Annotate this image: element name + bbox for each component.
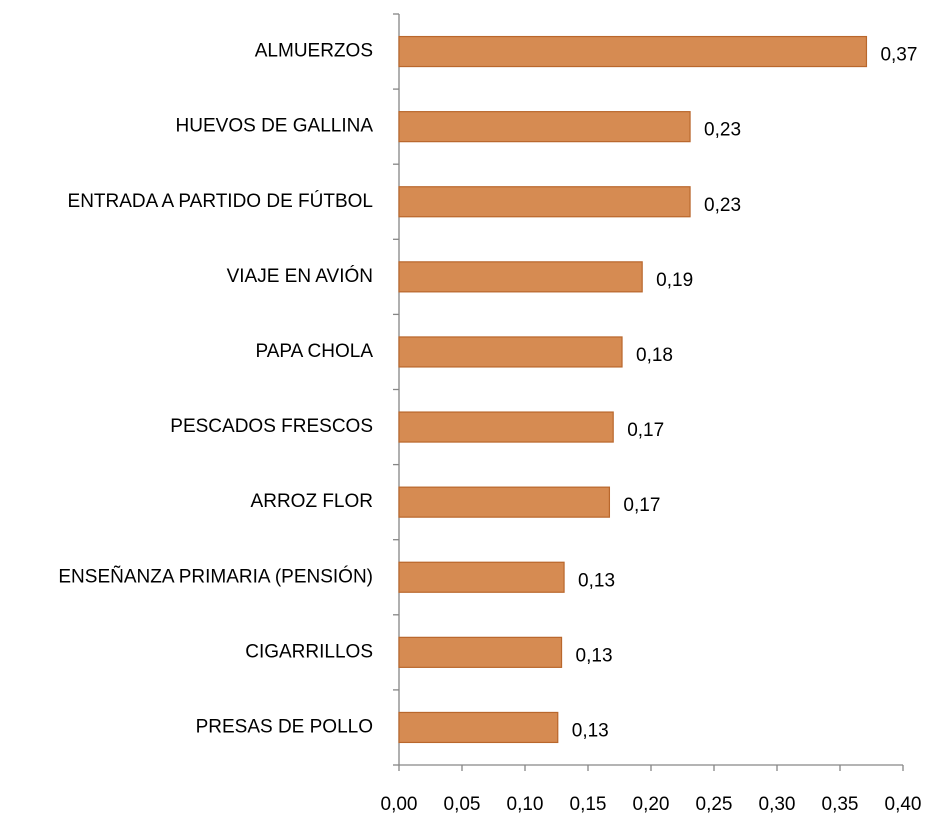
bar — [398, 561, 565, 593]
x-tick-label: 0,40 — [885, 794, 922, 815]
category-label: CIGARRILLOS — [245, 641, 373, 662]
category-label: VIAJE EN AVIÓN — [227, 265, 373, 287]
x-tick-label: 0,05 — [444, 794, 481, 815]
x-tick-label: 0,15 — [570, 794, 607, 815]
category-label: HUEVOS DE GALLINA — [176, 116, 374, 137]
bar — [398, 636, 563, 668]
value-label: 0,13 — [576, 645, 613, 666]
bar — [398, 261, 643, 293]
bar — [398, 35, 868, 68]
bar — [398, 111, 691, 143]
value-label: 0,17 — [627, 420, 664, 441]
value-label: 0,23 — [704, 120, 741, 141]
value-label: 0,37 — [880, 45, 917, 66]
value-label: 0,13 — [572, 720, 609, 741]
x-tick-label: 0,30 — [759, 794, 796, 815]
category-label: PRESAS DE POLLO — [196, 716, 373, 737]
category-label: ARROZ FLOR — [251, 491, 373, 512]
x-tick-label: 0,10 — [507, 794, 544, 815]
category-label: PESCADOS FRESCOS — [170, 416, 373, 437]
bar — [398, 411, 614, 443]
category-label: ENTRADA A PARTIDO DE FÚTBOL — [68, 190, 373, 212]
bar — [398, 336, 623, 368]
category-label: ALMUERZOS — [255, 41, 373, 62]
x-tick-label: 0,35 — [822, 794, 859, 815]
value-label: 0,18 — [636, 345, 673, 366]
bar — [398, 486, 611, 518]
value-label: 0,17 — [623, 495, 660, 516]
value-label: 0,19 — [656, 270, 693, 291]
x-tick-label: 0,20 — [633, 794, 670, 815]
x-tick-label: 0,00 — [381, 794, 418, 815]
x-tick-label: 0,25 — [696, 794, 733, 815]
value-label: 0,23 — [704, 195, 741, 216]
bar — [398, 711, 559, 744]
category-label: PAPA CHOLA — [255, 341, 373, 362]
category-label: ENSEÑANZA PRIMARIA (PENSIÓN) — [58, 565, 373, 587]
value-label: 0,13 — [578, 570, 615, 591]
bar — [398, 186, 691, 218]
